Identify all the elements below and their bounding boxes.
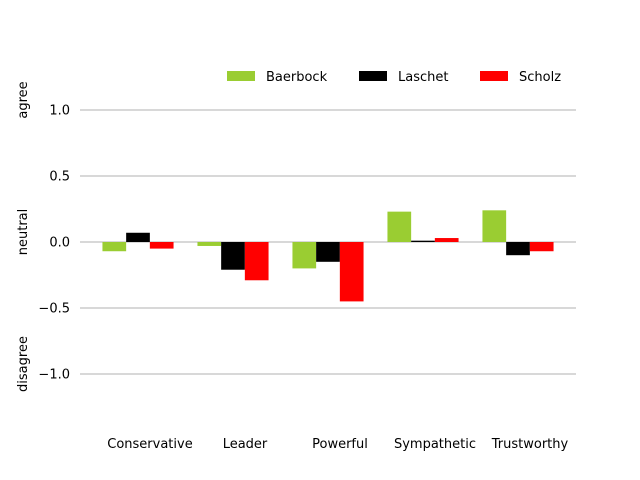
bars <box>102 210 554 302</box>
legend-label-scholz: Scholz <box>519 70 561 85</box>
y-axis-label-neutral: neutral <box>16 209 31 256</box>
legend-swatch-laschet <box>359 71 387 81</box>
x-tick-labels: Conservative Leader Powerful Sympathetic Tru… <box>107 437 568 452</box>
bar-scholz-leader <box>244 242 269 281</box>
x-tick-label: Conservative <box>107 437 192 452</box>
bar-laschet-trustworthy <box>506 242 530 256</box>
x-tick-label: Leader <box>223 437 268 452</box>
legend-swatch-baerbock <box>227 71 255 81</box>
y-tick-label: −1.0 <box>38 368 70 383</box>
y-tick-label: 0.5 <box>49 170 70 185</box>
bar-scholz-powerful <box>339 242 364 302</box>
bar-scholz-conservative <box>149 242 174 249</box>
bar-laschet-conservative <box>126 232 150 242</box>
bar-laschet-powerful <box>316 242 340 262</box>
x-tick-label: Sympathetic <box>394 437 476 452</box>
x-tick-label: Powerful <box>312 437 368 452</box>
legend-label-baerbock: Baerbock <box>266 70 328 85</box>
bar-scholz-sympathetic <box>434 238 459 242</box>
y-axis-label-agree: agree <box>16 81 31 118</box>
bar-baerbock-leader <box>197 242 222 246</box>
y-tick-labels: 1.0 0.5 0.0 −0.5 −1.0 <box>38 104 70 383</box>
bar-baerbock-conservative <box>102 242 127 252</box>
bar-laschet-leader <box>221 242 245 270</box>
legend: Baerbock Laschet Scholz <box>227 70 561 85</box>
bar-baerbock-powerful <box>292 242 317 269</box>
y-tick-label: −0.5 <box>38 302 70 317</box>
legend-swatch-scholz <box>480 71 508 81</box>
bar-baerbock-sympathetic <box>387 211 412 242</box>
bar-baerbock-trustworthy <box>482 210 507 242</box>
bar-scholz-trustworthy <box>529 242 554 252</box>
bar-laschet-sympathetic <box>411 240 435 242</box>
y-axis-labels: agree neutral disagree <box>16 81 31 392</box>
y-tick-label: 1.0 <box>49 104 70 119</box>
y-axis-label-disagree: disagree <box>16 336 31 392</box>
legend-label-laschet: Laschet <box>398 70 448 85</box>
y-tick-label: 0.0 <box>49 236 70 251</box>
x-tick-label: Trustworthy <box>491 437 569 452</box>
